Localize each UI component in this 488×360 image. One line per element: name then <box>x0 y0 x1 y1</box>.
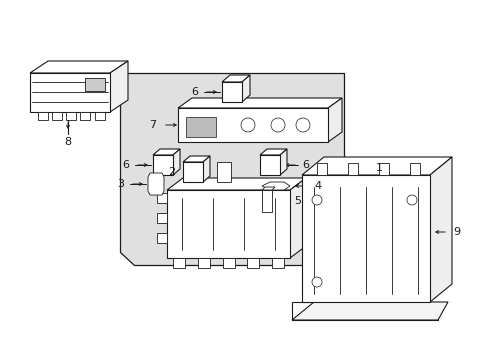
Polygon shape <box>203 156 209 182</box>
Text: 2: 2 <box>167 167 175 177</box>
Polygon shape <box>222 258 234 268</box>
Polygon shape <box>222 82 242 102</box>
Polygon shape <box>38 112 48 120</box>
Polygon shape <box>120 73 343 265</box>
Polygon shape <box>178 108 327 142</box>
Polygon shape <box>260 155 280 175</box>
Polygon shape <box>153 155 173 175</box>
Polygon shape <box>302 157 451 175</box>
Polygon shape <box>222 75 249 82</box>
Polygon shape <box>185 117 216 137</box>
Text: 1: 1 <box>375 163 382 173</box>
Polygon shape <box>291 302 437 320</box>
Circle shape <box>406 195 416 205</box>
Polygon shape <box>262 187 274 190</box>
Polygon shape <box>247 258 259 268</box>
Circle shape <box>311 277 321 287</box>
Polygon shape <box>217 162 230 182</box>
Polygon shape <box>85 78 105 91</box>
Polygon shape <box>429 157 451 302</box>
Polygon shape <box>95 112 105 120</box>
Polygon shape <box>242 75 249 102</box>
Polygon shape <box>262 182 289 190</box>
Text: 4: 4 <box>313 181 321 191</box>
Text: 9: 9 <box>452 227 459 237</box>
Polygon shape <box>173 149 180 175</box>
Polygon shape <box>66 112 76 120</box>
Polygon shape <box>183 162 203 182</box>
Polygon shape <box>110 61 128 112</box>
Polygon shape <box>316 163 326 175</box>
Polygon shape <box>148 173 163 195</box>
Polygon shape <box>327 98 341 142</box>
Text: 8: 8 <box>64 137 71 147</box>
Polygon shape <box>302 175 429 302</box>
Circle shape <box>311 195 321 205</box>
Polygon shape <box>80 112 90 120</box>
Polygon shape <box>260 149 286 155</box>
Circle shape <box>295 118 309 132</box>
Text: 3: 3 <box>117 179 124 189</box>
Polygon shape <box>378 163 388 175</box>
Polygon shape <box>271 258 284 268</box>
Polygon shape <box>30 73 110 112</box>
Polygon shape <box>30 61 128 73</box>
Polygon shape <box>157 193 167 203</box>
Polygon shape <box>167 178 305 190</box>
Text: 7: 7 <box>148 120 156 130</box>
Polygon shape <box>178 98 341 108</box>
Circle shape <box>270 118 285 132</box>
Polygon shape <box>157 233 167 243</box>
Polygon shape <box>183 156 209 162</box>
Polygon shape <box>347 163 357 175</box>
Polygon shape <box>262 190 271 212</box>
Polygon shape <box>157 213 167 223</box>
Polygon shape <box>291 302 447 320</box>
Text: 6: 6 <box>302 160 308 170</box>
Text: 6: 6 <box>122 160 129 170</box>
Text: 5: 5 <box>293 196 301 206</box>
Circle shape <box>241 118 254 132</box>
Polygon shape <box>197 258 209 268</box>
Polygon shape <box>280 149 286 175</box>
Polygon shape <box>153 149 180 155</box>
Polygon shape <box>52 112 62 120</box>
Polygon shape <box>289 178 305 258</box>
Polygon shape <box>173 258 184 268</box>
Polygon shape <box>167 190 289 258</box>
Polygon shape <box>409 163 419 175</box>
Text: 6: 6 <box>191 87 198 97</box>
